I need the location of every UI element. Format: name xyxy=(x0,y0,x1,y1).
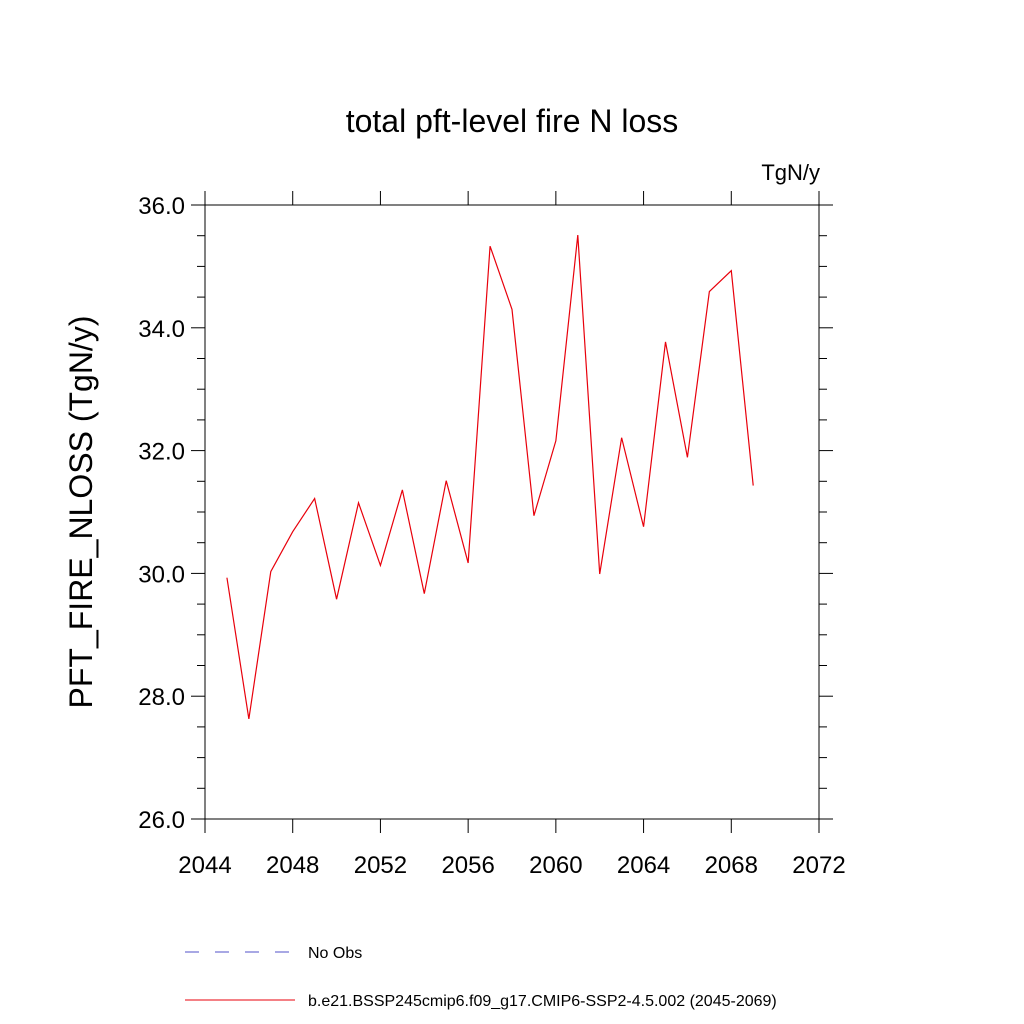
series-layer xyxy=(226,235,754,720)
x-tick-label: 2056 xyxy=(441,852,494,879)
x-tick-label: 2060 xyxy=(529,852,582,879)
y-tick-label: 26.0 xyxy=(138,807,185,834)
y-tick-labels: 26.0 28.0 30.0 32.0 34.0 36.0 xyxy=(138,193,185,834)
y-tick-label: 36.0 xyxy=(138,193,185,220)
legend-label-no-obs: No Obs xyxy=(308,945,362,962)
x-tick-label: 2048 xyxy=(266,852,319,879)
y-tick-label: 32.0 xyxy=(138,439,185,466)
y-tick-label: 30.0 xyxy=(138,561,185,588)
axis-ticks xyxy=(191,191,833,833)
x-tick-label: 2044 xyxy=(178,852,231,879)
y-tick-label: 34.0 xyxy=(138,316,185,343)
legend: No Obs b.e21.BSSP245cmip6.f09_g17.CMIP6-… xyxy=(185,945,777,1010)
plot-frame xyxy=(204,204,820,820)
x-tick-label: 2064 xyxy=(617,852,670,879)
x-tick-labels: 2044 2048 2052 2056 2060 2064 2068 2072 xyxy=(178,852,845,879)
x-tick-label: 2052 xyxy=(354,852,407,879)
x-tick-label: 2068 xyxy=(705,852,758,879)
series-line xyxy=(226,235,754,720)
chart-title: total pft-level fire N loss xyxy=(346,103,679,139)
units-label: TgN/y xyxy=(761,160,820,185)
legend-label-series: b.e21.BSSP245cmip6.f09_g17.CMIP6-SSP2-4.… xyxy=(308,993,777,1010)
x-tick-label: 2072 xyxy=(792,852,845,879)
y-tick-label: 28.0 xyxy=(138,684,185,711)
y-axis-label: PFT_FIRE_NLOSS (TgN/y) xyxy=(63,316,99,709)
